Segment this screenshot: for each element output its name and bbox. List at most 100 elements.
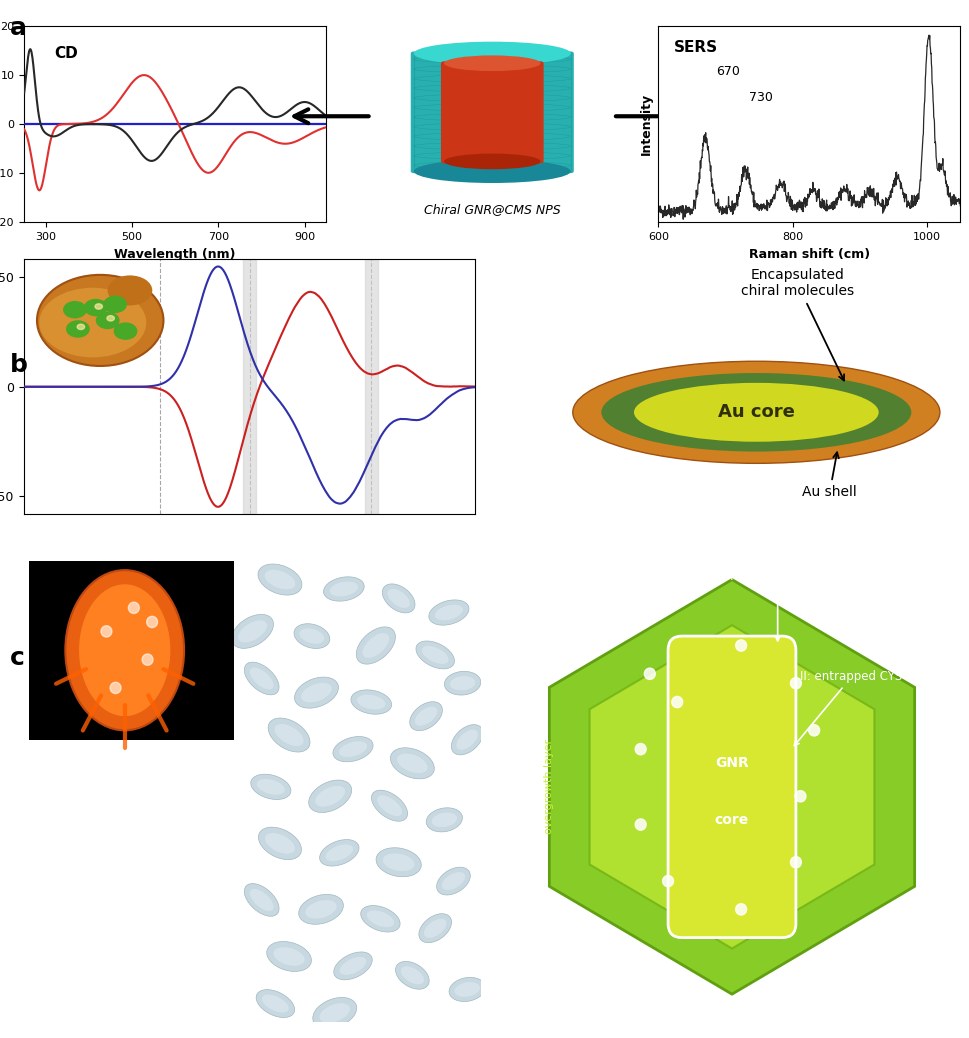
Ellipse shape	[298, 895, 343, 924]
Ellipse shape	[634, 383, 878, 442]
Ellipse shape	[65, 570, 184, 731]
Circle shape	[790, 856, 800, 868]
Y-axis label: Intensity: Intensity	[640, 93, 652, 155]
Ellipse shape	[444, 55, 540, 71]
Ellipse shape	[422, 646, 448, 664]
Ellipse shape	[416, 641, 453, 668]
Ellipse shape	[451, 725, 483, 755]
Text: 670: 670	[715, 65, 738, 78]
Ellipse shape	[449, 978, 484, 1002]
Circle shape	[128, 602, 140, 613]
Text: overgrowth layer: overgrowth layer	[544, 739, 553, 835]
Ellipse shape	[295, 677, 338, 708]
X-axis label: Wavelength (nm): Wavelength (nm)	[114, 247, 235, 261]
Polygon shape	[548, 579, 914, 994]
Ellipse shape	[450, 676, 475, 690]
Circle shape	[795, 791, 805, 802]
Circle shape	[735, 639, 746, 651]
Circle shape	[662, 875, 672, 886]
Ellipse shape	[583, 364, 928, 460]
Text: a: a	[10, 16, 27, 39]
Ellipse shape	[251, 774, 291, 799]
Ellipse shape	[244, 662, 279, 694]
Ellipse shape	[312, 998, 357, 1029]
Bar	[364, 260, 378, 515]
Ellipse shape	[395, 961, 428, 989]
Bar	[242, 260, 256, 515]
Ellipse shape	[315, 786, 345, 807]
Ellipse shape	[396, 754, 427, 773]
Text: Au core: Au core	[717, 404, 794, 421]
Ellipse shape	[237, 621, 266, 643]
Ellipse shape	[578, 363, 933, 462]
Ellipse shape	[299, 628, 324, 644]
FancyBboxPatch shape	[441, 61, 543, 163]
Text: SERS: SERS	[672, 39, 717, 55]
Circle shape	[146, 617, 157, 628]
Ellipse shape	[444, 672, 481, 695]
Ellipse shape	[258, 827, 301, 859]
Ellipse shape	[262, 994, 289, 1012]
Ellipse shape	[377, 795, 401, 816]
Circle shape	[808, 725, 819, 736]
Ellipse shape	[357, 694, 385, 709]
Ellipse shape	[409, 702, 442, 731]
Ellipse shape	[308, 780, 352, 813]
Ellipse shape	[319, 840, 359, 866]
Circle shape	[109, 682, 121, 693]
Ellipse shape	[250, 889, 273, 911]
Ellipse shape	[274, 723, 303, 746]
FancyBboxPatch shape	[410, 52, 574, 173]
Ellipse shape	[267, 718, 310, 752]
X-axis label: Raman shift (cm): Raman shift (cm)	[748, 247, 869, 261]
Text: core: core	[714, 813, 748, 827]
Ellipse shape	[601, 373, 911, 452]
Ellipse shape	[319, 1004, 350, 1022]
Ellipse shape	[456, 730, 478, 749]
Circle shape	[643, 668, 655, 680]
Text: 730: 730	[748, 90, 772, 104]
Text: Chiral GNR@CMS NPS: Chiral GNR@CMS NPS	[423, 203, 560, 216]
FancyBboxPatch shape	[668, 636, 796, 937]
Ellipse shape	[360, 905, 399, 932]
Ellipse shape	[431, 813, 456, 827]
Circle shape	[635, 743, 645, 755]
Text: I: pre-adsorbed CYS: I: pre-adsorbed CYS	[719, 567, 835, 640]
Ellipse shape	[256, 989, 295, 1017]
Ellipse shape	[419, 913, 451, 943]
Ellipse shape	[232, 614, 273, 649]
Ellipse shape	[444, 154, 540, 169]
Text: CD: CD	[54, 46, 78, 60]
Text: GNR: GNR	[714, 757, 748, 770]
Ellipse shape	[294, 624, 329, 649]
Ellipse shape	[273, 948, 304, 965]
Text: Encapsulated
chiral molecules: Encapsulated chiral molecules	[739, 268, 853, 381]
Ellipse shape	[414, 42, 570, 65]
Text: c: c	[10, 646, 24, 670]
Ellipse shape	[428, 600, 468, 625]
Text: 40 nm: 40 nm	[47, 969, 100, 985]
Ellipse shape	[351, 690, 391, 714]
Ellipse shape	[383, 853, 414, 871]
Circle shape	[141, 654, 153, 665]
Ellipse shape	[301, 683, 331, 703]
Circle shape	[671, 696, 682, 708]
Text: b: b	[10, 353, 27, 377]
Ellipse shape	[339, 957, 366, 975]
Ellipse shape	[244, 883, 279, 917]
Ellipse shape	[266, 941, 311, 972]
Ellipse shape	[454, 982, 480, 996]
Ellipse shape	[423, 919, 446, 937]
Ellipse shape	[390, 747, 434, 778]
Ellipse shape	[572, 361, 939, 463]
Ellipse shape	[425, 808, 462, 831]
Circle shape	[735, 904, 746, 916]
Ellipse shape	[371, 790, 407, 821]
Ellipse shape	[434, 605, 462, 621]
Ellipse shape	[415, 707, 437, 726]
Polygon shape	[589, 625, 874, 949]
Ellipse shape	[387, 589, 410, 608]
Ellipse shape	[258, 564, 301, 595]
Ellipse shape	[257, 780, 285, 795]
Ellipse shape	[376, 848, 421, 877]
